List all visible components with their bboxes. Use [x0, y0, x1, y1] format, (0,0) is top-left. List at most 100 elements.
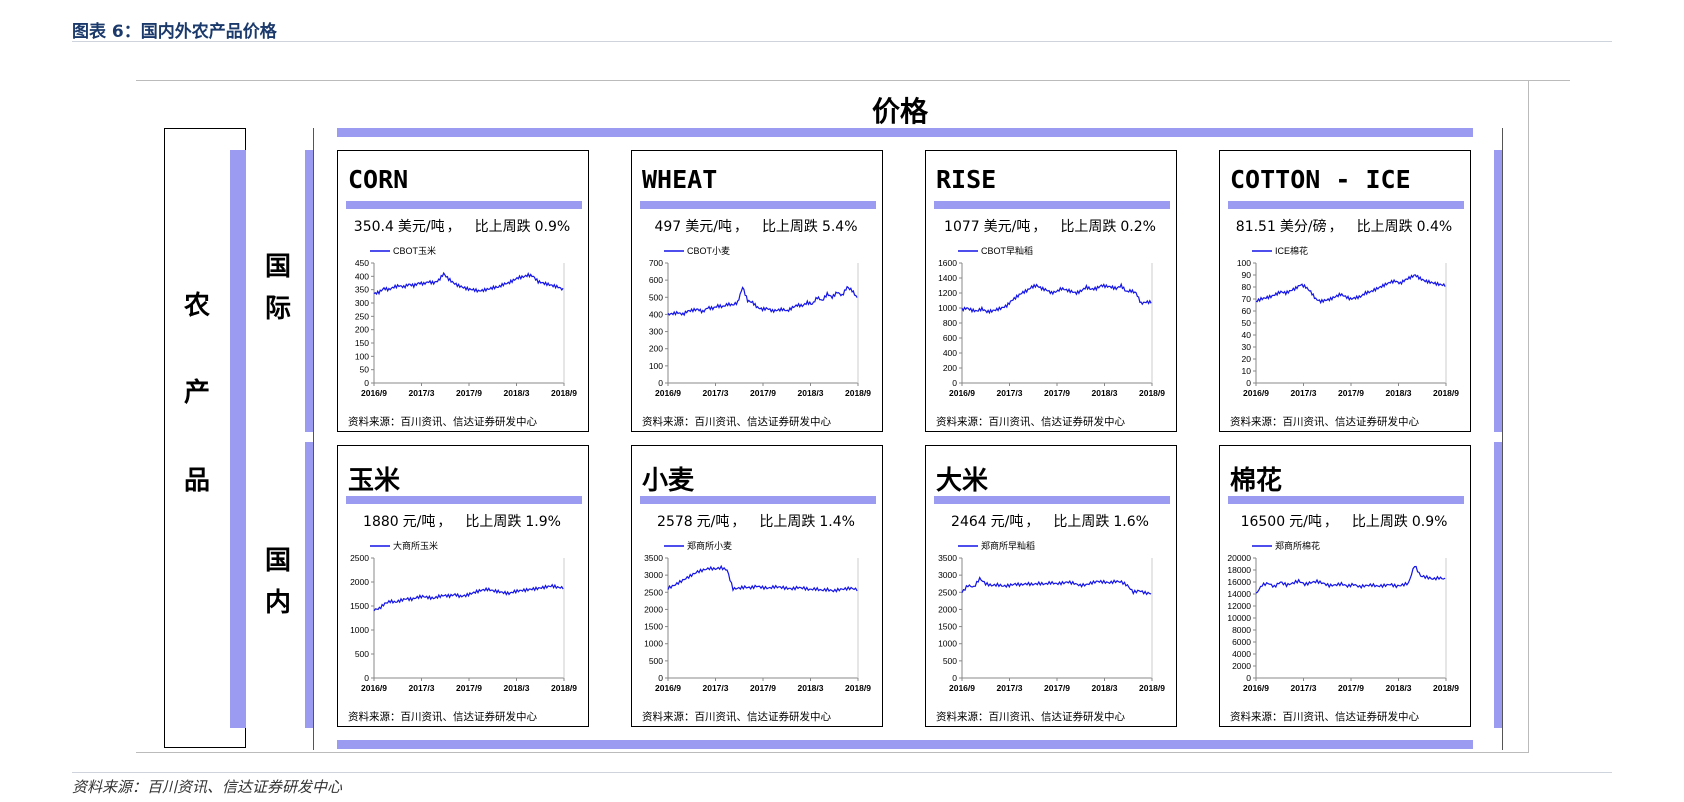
y-tick-label: 500	[649, 292, 663, 302]
x-tick-label: 2017/3	[997, 683, 1023, 693]
y-tick-label: 400	[649, 309, 663, 319]
price-panel: 玉米 1880 元/吨， 比上周跌 1.9% 0 500 1000 1500 2000 2500 20…	[337, 445, 589, 727]
panel-price: 1077	[944, 219, 980, 235]
panel-source: 资料来源：百川资讯、信达证券研发中心	[936, 711, 1125, 723]
legend-label: CBOT小麦	[687, 245, 730, 256]
panel-source: 资料来源：百川资讯、信达证券研发中心	[1230, 711, 1419, 723]
x-tick-label: 2018/3	[504, 683, 530, 693]
x-tick-label: 2018/3	[1386, 683, 1412, 693]
frame-top-line	[136, 80, 1570, 81]
panel-change-label: 比上周跌	[1053, 514, 1110, 530]
panel-price-info: 1077 美元/吨， 比上周跌 0.2%	[926, 216, 1178, 236]
y-tick-label: 2000	[644, 604, 663, 614]
y-tick-label: 0	[364, 378, 369, 388]
panel-source: 资料来源：百川资讯、信达证券研发中心	[348, 416, 537, 428]
x-tick-label: 2017/3	[1291, 388, 1317, 398]
y-tick-label: 1200	[938, 288, 957, 298]
y-tick-label: 10	[1242, 366, 1252, 376]
y-tick-label: 200	[649, 344, 663, 354]
legend-label: CBOT早籼稻	[981, 245, 1033, 256]
panel-separator: ，	[1323, 514, 1338, 530]
y-tick-label: 300	[355, 298, 369, 308]
y-tick-label: 700	[649, 258, 663, 268]
series-line	[667, 285, 858, 317]
y-tick-label: 200	[943, 363, 957, 373]
panel-source: 资料来源：百川资讯、信达证券研发中心	[642, 711, 831, 723]
panel-price-info: 2464 元/吨， 比上周跌 1.6%	[926, 511, 1178, 531]
x-tick-label: 2018/3	[1386, 388, 1412, 398]
footer-band	[337, 740, 1473, 749]
x-tick-label: 2016/9	[655, 683, 681, 693]
y-tick-label: 1600	[938, 258, 957, 268]
panel-title: RISE	[936, 165, 997, 194]
left-label-char-3: 品	[183, 466, 210, 496]
legend-label: 郑商所棉花	[1275, 540, 1320, 551]
y-tick-label: 500	[943, 656, 957, 666]
y-tick-label: 50	[1242, 318, 1252, 328]
row-label-dom-char-2: 内	[264, 588, 291, 618]
panel-change-label: 比上周跌	[1060, 219, 1117, 235]
series-line	[373, 583, 564, 612]
y-tick-label: 100	[649, 361, 663, 371]
panel-price: 497	[654, 219, 682, 235]
panel-separator: ，	[731, 514, 746, 530]
series-line	[961, 576, 1152, 596]
panel-unit: 美元/吨	[397, 219, 445, 235]
panel-change-label: 比上周跌	[761, 219, 818, 235]
x-tick-label: 2018/9	[1139, 683, 1165, 693]
panel-title: 大米	[936, 466, 989, 496]
panel-title-band	[934, 201, 1170, 209]
legend-label: 郑商所小麦	[687, 540, 732, 551]
panel-change: 1.4%	[819, 514, 855, 530]
panel-change-label: 比上周跌	[759, 514, 816, 530]
series-line	[667, 564, 858, 593]
panel-title-band	[640, 201, 876, 209]
y-tick-label: 300	[649, 327, 663, 337]
panel-change-label: 比上周跌	[465, 514, 522, 530]
y-tick-label: 2000	[938, 604, 957, 614]
panel-change: 0.2%	[1120, 219, 1156, 235]
y-tick-label: 16000	[1227, 577, 1251, 587]
line-chart: 0 500 1000 1500 2000 2500 3000 3500 2016/9 2017/3…	[644, 540, 871, 693]
y-tick-label: 400	[943, 348, 957, 358]
y-tick-label: 2000	[1232, 661, 1251, 671]
right-band-dom	[1494, 442, 1502, 728]
panel-separator: ，	[1025, 514, 1040, 530]
x-tick-label: 2016/9	[361, 388, 387, 398]
x-tick-label: 2017/3	[703, 388, 729, 398]
legend-label: ICE棉花	[1275, 245, 1308, 256]
row-band-dom	[305, 442, 313, 728]
panel-price-info: 81.51 美分/磅， 比上周跌 0.4%	[1220, 216, 1472, 236]
y-tick-label: 30	[1242, 342, 1252, 352]
line-chart: 0 200 400 600 800 1000 1200 1400 1600 2016/9 2017/…	[938, 245, 1165, 398]
y-tick-label: 3500	[938, 553, 957, 563]
y-tick-label: 3000	[644, 570, 663, 580]
x-tick-label: 2017/3	[1291, 683, 1317, 693]
y-tick-label: 200	[355, 325, 369, 335]
panel-title: 棉花	[1230, 466, 1283, 496]
line-chart: 0 100 200 300 400 500 600 700 2016/9 2017/3 2017/9…	[649, 245, 871, 398]
line-chart: 0 50 100 150 200 250 300 350 400 450 2016/9 2017/3 2…	[355, 245, 577, 398]
panel-unit: 美分/磅	[1279, 219, 1327, 235]
panel-price: 2464	[951, 514, 987, 530]
x-tick-label: 2017/3	[997, 388, 1023, 398]
bottom-divider	[72, 772, 1612, 773]
panel-unit: 元/吨	[696, 514, 730, 530]
left-grid-line	[313, 128, 314, 750]
y-tick-label: 0	[952, 673, 957, 683]
y-tick-label: 1000	[350, 625, 369, 635]
x-tick-label: 2017/9	[750, 388, 776, 398]
panel-separator: ，	[1328, 219, 1343, 235]
x-tick-label: 2018/9	[1139, 388, 1165, 398]
figure-title: 图表 6：国内外农产品价格	[72, 22, 277, 42]
x-tick-label: 2016/9	[949, 683, 975, 693]
y-tick-label: 800	[943, 318, 957, 328]
left-band	[230, 150, 246, 728]
y-tick-label: 500	[355, 649, 369, 659]
row-band-intl	[305, 150, 313, 432]
x-tick-label: 2017/9	[1338, 683, 1364, 693]
row-label-intl-char-1: 国	[264, 252, 291, 282]
y-tick-label: 2500	[350, 553, 369, 563]
panel-change: 1.9%	[525, 514, 561, 530]
y-tick-label: 60	[1242, 306, 1252, 316]
